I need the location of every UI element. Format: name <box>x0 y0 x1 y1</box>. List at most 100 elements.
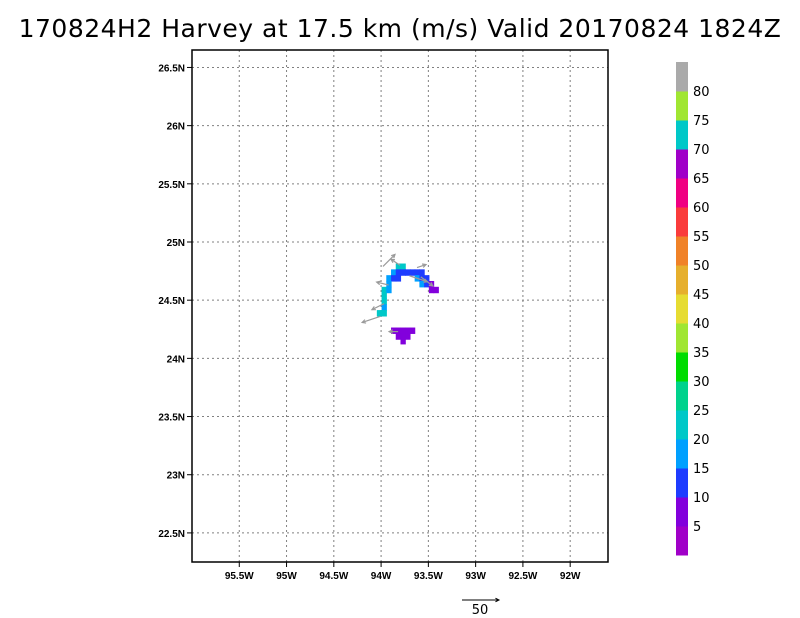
wind-speed-cell <box>386 286 392 294</box>
wind-speed-cell <box>391 269 397 276</box>
colorbar-label: 30 <box>693 375 710 390</box>
colorbar-segment <box>676 468 688 498</box>
wind-speed-cell <box>391 275 397 282</box>
chart-title: 170824H2 Harvey at 17.5 km (m/s) Valid 2… <box>18 14 782 43</box>
arrow-shaft <box>390 258 401 266</box>
x-tick-label: 93W <box>465 571 486 582</box>
colorbar-label: 25 <box>693 404 710 419</box>
arrow-head <box>387 329 393 334</box>
wind-vector <box>416 263 428 269</box>
wind-speed-cell <box>395 327 402 334</box>
wind-speed-cell <box>395 263 402 270</box>
y-axis-ticks: 22.5N 23N 23.5N 24N 24.5N 25N 25.5N 26N 26.5N <box>158 63 192 540</box>
colorbar-segment <box>676 526 688 556</box>
x-tick-label: 93.5W <box>414 571 443 582</box>
x-tick-label: 94W <box>371 571 392 582</box>
colorbar: 5 10 15 20 25 30 35 40 45 50 55 60 65 70 75 80 <box>676 62 710 556</box>
arrow-head <box>375 280 381 286</box>
colorbar-segment <box>676 207 688 237</box>
wind-speed-cell <box>400 327 406 334</box>
wind-speed-cell <box>381 292 387 300</box>
colorbar-label: 35 <box>693 346 710 361</box>
wind-speed-cell <box>391 327 397 334</box>
wind-speed-cell <box>405 269 411 276</box>
wind-speed-cell <box>395 275 402 282</box>
y-tick-label: 25.5N <box>158 180 185 191</box>
colorbar-label: 75 <box>693 114 710 129</box>
wind-speed-cell <box>433 286 439 294</box>
x-tick-label: 92W <box>560 571 581 582</box>
colorbar-label: 65 <box>693 172 710 187</box>
y-tick-label: 26N <box>167 122 185 133</box>
wind-speed-cell <box>424 280 430 288</box>
wind-vector <box>387 329 399 334</box>
wind-speed-cell <box>381 310 387 317</box>
wind-speed-cells <box>376 263 439 345</box>
colorbar-segment <box>676 91 688 121</box>
wind-speed-cell <box>400 333 406 340</box>
arrow-head <box>421 263 428 268</box>
wind-speed-cell <box>400 269 406 276</box>
colorbar-label: 15 <box>693 462 710 477</box>
colorbar-segment <box>676 439 688 469</box>
arrow-head <box>360 319 367 324</box>
y-tick-label: 26.5N <box>158 63 185 74</box>
colorbar-segment <box>676 497 688 527</box>
wind-speed-cell <box>409 327 416 334</box>
colorbar-segment <box>676 149 688 179</box>
wind-vector <box>420 276 434 287</box>
y-tick-label: 22.5N <box>158 529 185 540</box>
colorbar-label: 60 <box>693 201 710 216</box>
x-tick-label: 95.5W <box>225 571 254 582</box>
arrow-shaft <box>416 264 427 269</box>
y-tick-label: 25N <box>167 238 185 249</box>
wind-vector <box>389 258 401 266</box>
arrow-shaft <box>409 275 428 283</box>
arrow-shaft <box>420 276 434 287</box>
colorbar-label: 40 <box>693 317 710 332</box>
wind-speed-cell <box>409 269 416 276</box>
wind-speed-cell <box>381 304 387 311</box>
wind-speed-cell <box>405 327 411 334</box>
wind-vectors <box>360 253 434 334</box>
wind-speed-cell <box>381 286 387 294</box>
wind-speed-cell <box>428 286 435 294</box>
grid-layer <box>192 50 608 562</box>
colorbar-segment <box>676 410 688 440</box>
reference-vector: 50 <box>462 597 501 618</box>
wind-speed-cell <box>400 338 406 345</box>
wind-speed-cell <box>386 280 392 288</box>
arrow-shaft <box>376 281 389 286</box>
colorbar-segment <box>676 120 688 150</box>
colorbar-label: 45 <box>693 288 710 303</box>
wind-speed-cell <box>386 275 392 282</box>
colorbar-segment <box>676 294 688 324</box>
colorbar-label: 10 <box>693 491 710 506</box>
wind-speed-cell <box>424 275 430 282</box>
colorbar-segment <box>676 62 688 92</box>
x-tick-label: 94.5W <box>319 571 348 582</box>
y-tick-label: 23N <box>167 471 185 482</box>
wind-speed-cell <box>419 269 425 276</box>
arrow-shaft <box>361 315 381 324</box>
arrow-head <box>495 597 501 603</box>
arrow-head <box>370 306 376 311</box>
reference-arrow <box>462 597 501 603</box>
x-axis-ticks: 95.5W 95W 94.5W 94W 93.5W 93W 92.5W 92W <box>225 562 581 582</box>
wind-speed-cell <box>414 269 420 276</box>
colorbar-segment <box>676 352 688 382</box>
arrow-shaft <box>371 303 385 311</box>
wind-vector <box>382 253 396 267</box>
colorbar-label: 55 <box>693 230 710 245</box>
colorbar-segment <box>676 178 688 208</box>
arrow-head <box>390 253 396 259</box>
arrow-head <box>428 282 434 287</box>
colorbar-segment <box>676 236 688 266</box>
wind-speed-cell <box>419 280 425 288</box>
colorbar-label: 20 <box>693 433 710 448</box>
y-tick-label: 23.5N <box>158 413 185 424</box>
colorbar-label: 80 <box>693 85 710 100</box>
arrow-shaft <box>382 254 396 267</box>
y-tick-label: 24N <box>167 354 185 365</box>
